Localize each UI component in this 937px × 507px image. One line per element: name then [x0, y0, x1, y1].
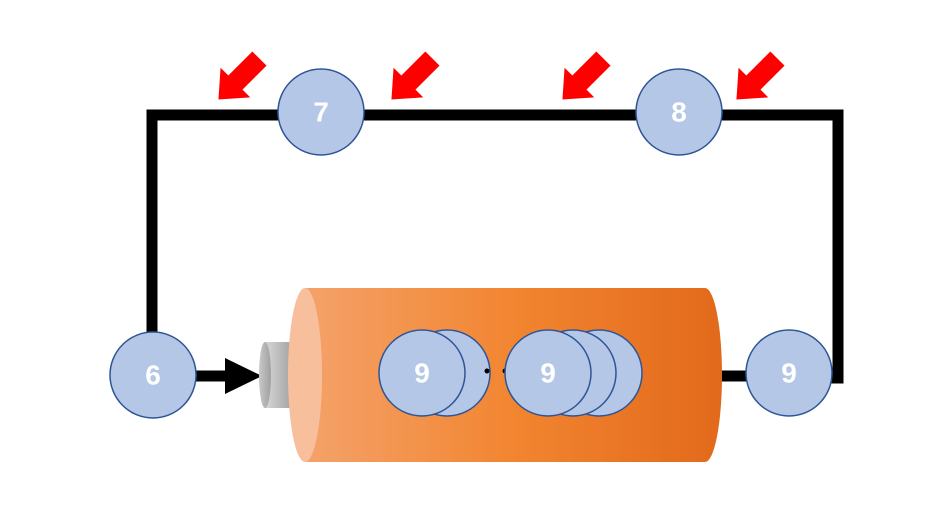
red-arrow-icon: [218, 51, 267, 100]
node-7: 7: [277, 68, 365, 156]
inside-group-1: 9: [378, 329, 491, 417]
node-8: 8: [635, 68, 723, 156]
red-arrow-icon: [736, 51, 785, 100]
red-arrow-icon: [562, 51, 611, 100]
node-7-label: 7: [313, 97, 329, 128]
inside-group-1-label: 9: [414, 358, 430, 389]
inside-group-2: 9: [504, 329, 643, 417]
red-arrow-icon: [391, 51, 440, 100]
node-9-label: 9: [781, 358, 797, 389]
inside-group-2-label: 9: [540, 358, 556, 389]
flow-arrow-icon: [194, 358, 262, 394]
node-9: 9: [745, 329, 833, 417]
node-6-label: 6: [145, 360, 161, 391]
node-8-label: 8: [671, 97, 687, 128]
node-6: 6: [109, 331, 197, 419]
